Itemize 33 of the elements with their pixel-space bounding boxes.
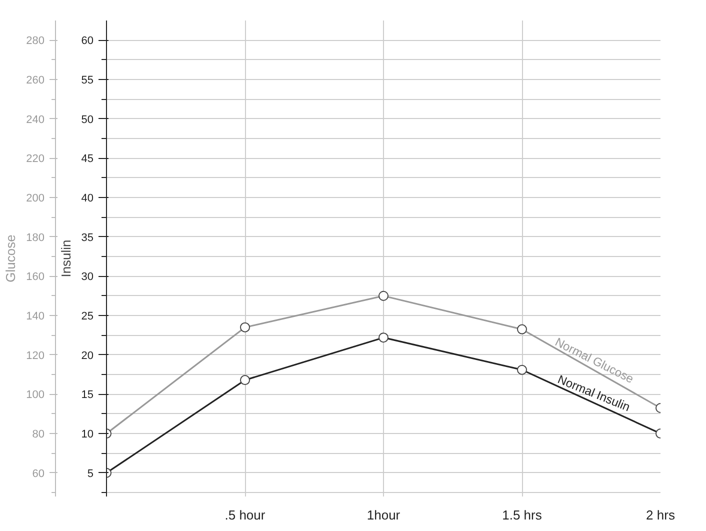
y-tick-label: 180	[26, 232, 45, 244]
y2-tick-label: 60	[81, 35, 94, 48]
x-tick-label: 1hour	[366, 508, 401, 522]
point	[517, 364, 527, 375]
y-tick-label: 200	[26, 192, 45, 205]
y2-tick-label: 5	[87, 468, 94, 480]
y2-tick-label: 55	[81, 74, 94, 87]
y-tick-label: 160	[26, 271, 45, 284]
x-tick-label: 2 hrs	[646, 508, 676, 522]
y-tick-label: 140	[26, 310, 45, 323]
point	[240, 375, 250, 386]
x-tick-label: 1.5 hrs	[502, 508, 542, 522]
y2-tick-label: 15	[81, 389, 94, 402]
y2-axis-title: Insulin	[58, 240, 74, 278]
y-tick-label: 60	[32, 468, 45, 480]
y2-tick-label: 50	[81, 114, 94, 126]
y2-tick-label: 30	[81, 271, 94, 284]
point	[378, 332, 388, 343]
y2-tick-label: 10	[81, 428, 94, 441]
y2-tick-label: 25	[81, 310, 94, 323]
y-axis-title: Glucose	[3, 234, 18, 282]
y-tick-label: 120	[26, 350, 45, 362]
y-tick-label: 80	[32, 428, 45, 441]
y-tick-label: 280	[26, 35, 45, 48]
y-tick-label: 220	[26, 153, 45, 166]
y2-tick-label: 35	[81, 232, 94, 244]
y2-tick-label: 45	[81, 153, 94, 166]
y-tick-label: 240	[26, 114, 45, 126]
y2-tick-label: 20	[81, 350, 94, 362]
y2-tick-label: 40	[81, 192, 94, 205]
y-tick-label: 260	[26, 74, 45, 87]
y-tick-label: 100	[26, 389, 45, 402]
x-tick-label: .5 hour	[224, 508, 266, 522]
